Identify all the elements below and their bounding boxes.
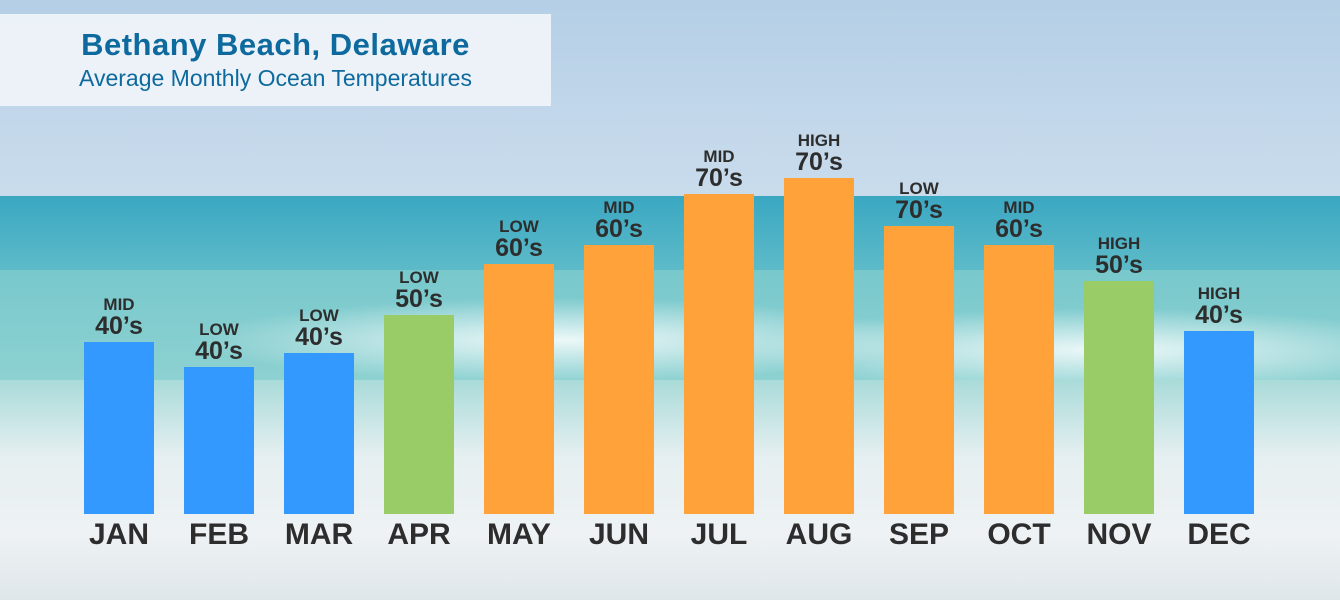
bar-value-label: MID 70’s: [664, 148, 774, 191]
bar-sep: [884, 226, 954, 514]
bar-jan: [84, 342, 154, 514]
range-qualifier: MID: [603, 198, 635, 217]
bar-jun: [584, 245, 654, 514]
month-label: AUG: [785, 518, 853, 551]
decade-value: 40’s: [95, 312, 143, 340]
month-label: JAN: [88, 518, 149, 551]
month-label: DEC: [1187, 518, 1251, 551]
decade-value: 40’s: [1195, 301, 1243, 329]
bar-value-label: HIGH 70’s: [764, 132, 874, 175]
range-qualifier: LOW: [399, 268, 439, 287]
range-qualifier: LOW: [199, 320, 239, 339]
range-qualifier: LOW: [899, 179, 939, 198]
range-qualifier: LOW: [499, 217, 539, 236]
bar-value-label: LOW 60’s: [464, 218, 574, 261]
month-label: OCT: [987, 518, 1051, 551]
decade-value: 40’s: [295, 323, 343, 351]
month-label: JUL: [690, 518, 748, 551]
chart-title: Bethany Beach, Delaware: [81, 27, 470, 62]
month-label: FEB: [189, 518, 249, 551]
range-qualifier: MID: [1003, 198, 1035, 217]
bar-feb: [184, 367, 254, 514]
bar-value-label: MID 60’s: [964, 199, 1074, 242]
bar-mar: [284, 353, 354, 514]
decade-value: 60’s: [995, 215, 1043, 243]
bar-value-label: LOW 40’s: [264, 307, 374, 350]
bar-value-label: LOW 50’s: [364, 269, 474, 312]
decade-value: 50’s: [395, 285, 443, 313]
title-box: Bethany Beach, Delaware Average Monthly …: [0, 14, 551, 106]
decade-value: 70’s: [795, 148, 843, 176]
bar-aug: [784, 178, 854, 514]
range-qualifier: MID: [703, 147, 735, 166]
range-qualifier: HIGH: [1197, 284, 1241, 303]
bar-value-label: HIGH 40’s: [1164, 285, 1274, 328]
decade-value: 40’s: [195, 337, 243, 365]
bar-jul: [684, 194, 754, 514]
bar-value-label: MID 60’s: [564, 199, 674, 242]
bar-value-label: HIGH 50’s: [1064, 235, 1174, 278]
range-qualifier: LOW: [299, 306, 339, 325]
range-qualifier: HIGH: [1097, 234, 1141, 253]
bar-value-label: MID 40’s: [64, 296, 174, 339]
bar-nov: [1084, 281, 1154, 514]
range-qualifier: MID: [103, 295, 135, 314]
month-label: MAR: [284, 518, 354, 551]
decade-value: 70’s: [895, 196, 943, 224]
decade-value: 50’s: [1095, 251, 1143, 279]
month-label: APR: [387, 518, 451, 551]
month-label: SEP: [888, 518, 950, 551]
decade-value: 60’s: [495, 234, 543, 262]
chart-subtitle: Average Monthly Ocean Temperatures: [79, 65, 472, 91]
bar-apr: [384, 315, 454, 514]
bar-value-label: LOW 40’s: [164, 321, 274, 364]
month-label: MAY: [487, 518, 551, 551]
bar-value-label: LOW 70’s: [864, 180, 974, 223]
range-qualifier: HIGH: [797, 131, 841, 150]
decade-value: 70’s: [695, 164, 743, 192]
bar-may: [484, 264, 554, 514]
month-label: NOV: [1086, 518, 1152, 551]
month-label: JUN: [588, 518, 649, 551]
bar-oct: [984, 245, 1054, 514]
bar-dec: [1184, 331, 1254, 514]
decade-value: 60’s: [595, 215, 643, 243]
